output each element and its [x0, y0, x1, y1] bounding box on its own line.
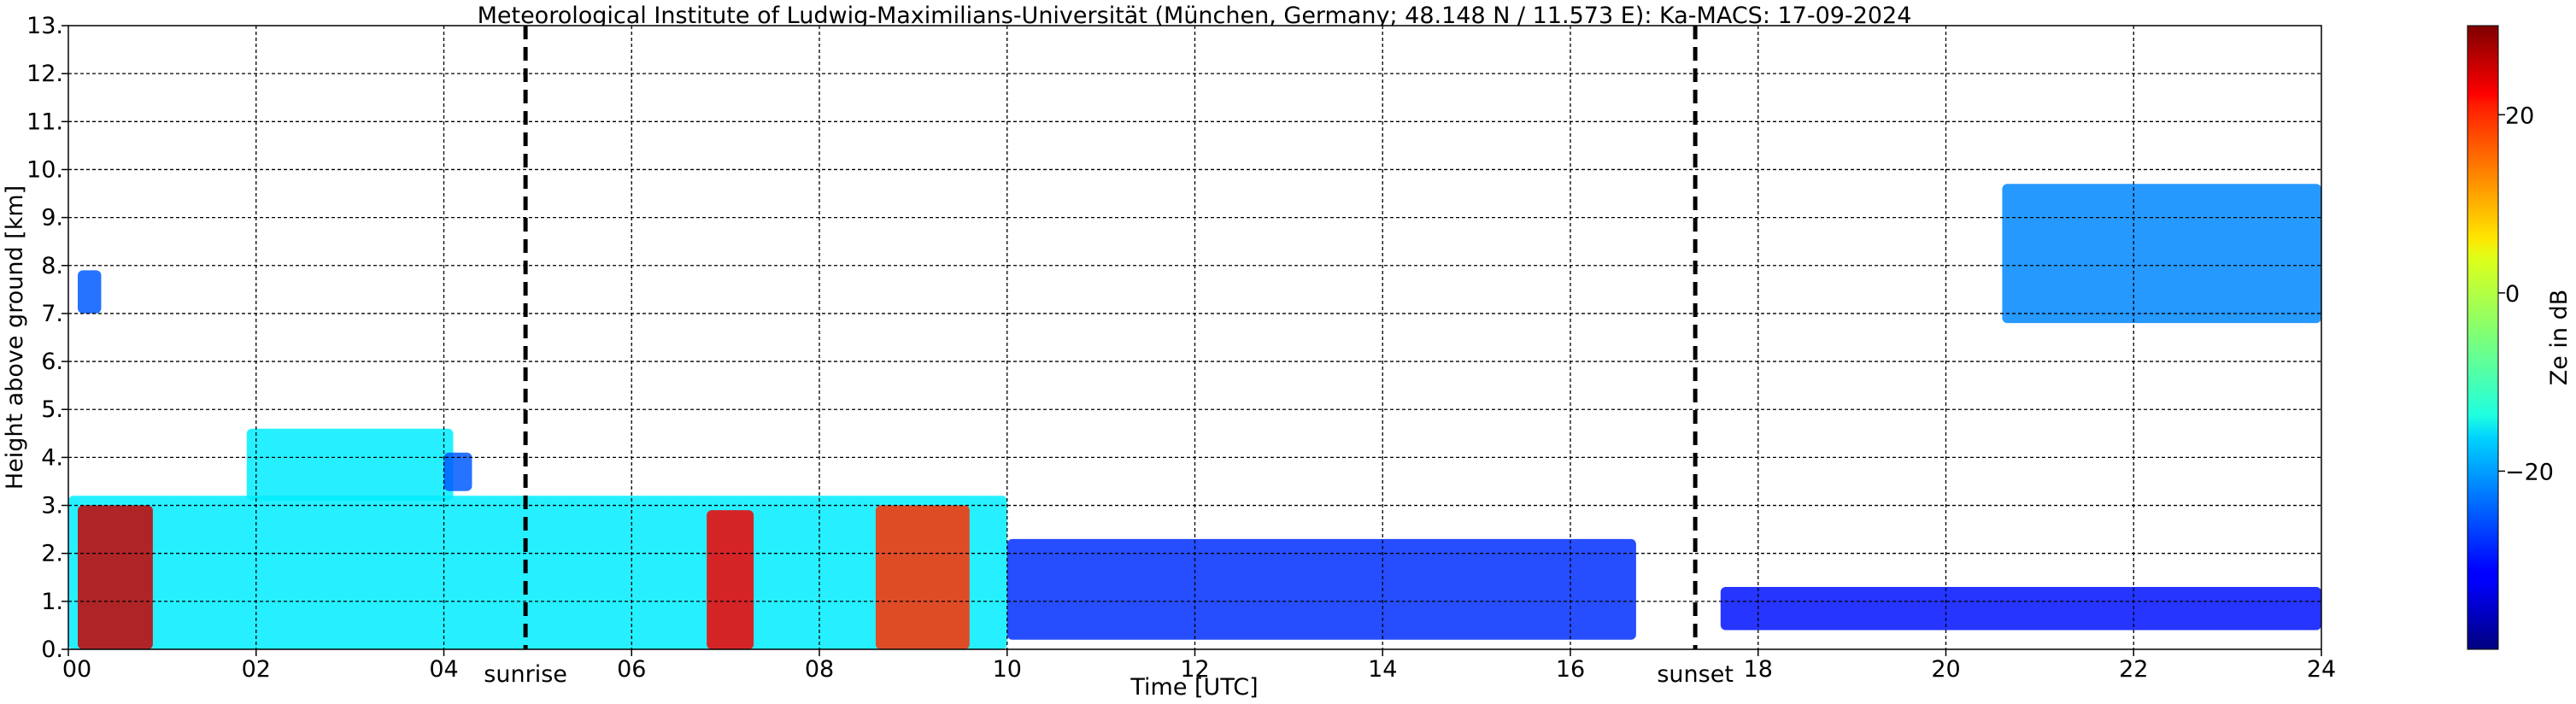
y-tick-label: 1. — [41, 589, 63, 615]
sunset-label: sunset — [1657, 661, 1734, 688]
y-tick-label: 13. — [26, 13, 63, 39]
colorbar-tick-label: −20 — [2505, 459, 2554, 485]
chart-title-group: Meteorological Institute of Ludwig-Maxim… — [478, 3, 1912, 29]
x-tick-label: 08 — [805, 656, 834, 683]
x-tick-label: 20 — [1931, 656, 1960, 683]
y-tick-label: 6. — [41, 349, 63, 375]
echo-rain-core-3 — [875, 505, 970, 649]
echo-high-cloud-evening — [2002, 184, 2321, 324]
y-tick-label: 5. — [41, 396, 63, 423]
plot-area — [67, 25, 2322, 650]
colorbar-tick-label: 0 — [2505, 281, 2520, 308]
y-tick-label: 12. — [26, 61, 63, 87]
echo-rain-core-2 — [707, 510, 754, 649]
y-tick-label: 9. — [41, 205, 63, 232]
x-tick-label: 12 — [1180, 656, 1209, 683]
y-axis-label: Height above ground [km] — [2, 185, 28, 490]
colorbar: Ze in dB 20 0 −20 — [2467, 25, 2573, 650]
grid-lines — [68, 26, 2321, 649]
y-tick-label: 10. — [26, 156, 63, 183]
y-tick-label: 4. — [41, 444, 63, 471]
x-tick-label: 10 — [993, 656, 1022, 683]
echo-low-cloud-layer — [68, 496, 1007, 649]
x-axis: Time [UTC] 00 02 04 06 08 10 12 14 16 18 20 22 24 sun… — [62, 649, 2336, 701]
echo-weak-echo-afternoon — [1006, 538, 1636, 640]
echo-layer — [68, 184, 2321, 649]
y-tick-label: 3. — [41, 493, 63, 519]
sunrise-label: sunrise — [484, 661, 567, 688]
x-tick-label: 00 — [62, 656, 91, 683]
x-tick-label: 22 — [2119, 656, 2148, 683]
chart-title: Meteorological Institute of Ludwig-Maxim… — [478, 3, 1912, 29]
x-tick-label: 02 — [242, 656, 271, 683]
echo-low-echo-evening — [1720, 587, 2321, 631]
y-tick-label: 7. — [41, 301, 63, 327]
y-tick-label: 0. — [41, 637, 63, 663]
x-tick-label: 14 — [1368, 656, 1397, 683]
colorbar-gradient — [2467, 25, 2499, 650]
echo-mid-cloud — [246, 428, 454, 501]
colorbar-label: Ze in dB — [2546, 290, 2573, 386]
y-tick-label: 11. — [26, 109, 63, 135]
y-tick-label: 2. — [41, 541, 63, 567]
x-tick-label: 04 — [429, 656, 458, 683]
x-tick-label: 18 — [1744, 656, 1773, 683]
echo-mid-cloud-fragment — [443, 452, 472, 491]
colorbar-tick-label: 20 — [2505, 103, 2534, 129]
x-axis-label: Time [UTC] — [1130, 674, 1258, 701]
echo-high-cloud-early — [77, 270, 102, 314]
y-axis: Height above ground [km] 0. 1. 2. 3. 4. 5. 6. 7… — [2, 13, 68, 663]
event-markers — [523, 26, 1698, 649]
echo-rain-core-1 — [77, 505, 153, 649]
x-tick-label: 16 — [1556, 656, 1585, 683]
x-tick-label: 24 — [2307, 656, 2336, 683]
x-tick-label: 06 — [617, 656, 646, 683]
y-tick-label: 8. — [41, 253, 63, 279]
